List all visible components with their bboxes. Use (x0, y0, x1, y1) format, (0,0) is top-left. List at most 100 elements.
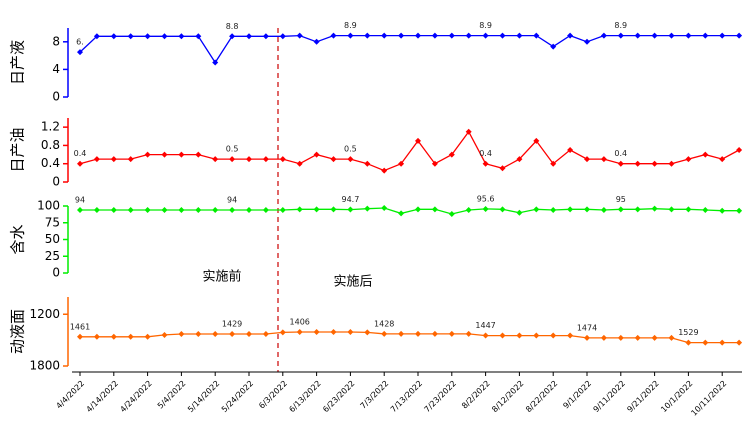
marker (229, 207, 236, 214)
marker (246, 207, 252, 214)
marker (144, 151, 151, 158)
marker (398, 210, 405, 217)
marker (448, 211, 455, 218)
marker (499, 206, 506, 213)
marker (651, 334, 658, 341)
marker (617, 206, 624, 213)
x-tick-label: 9/21/2022 (625, 379, 660, 414)
marker (178, 33, 185, 40)
marker (533, 206, 540, 213)
marker (702, 207, 709, 214)
marker (398, 32, 405, 39)
series-line (80, 207, 740, 215)
y-tick-label: 100 (37, 199, 60, 213)
marker (364, 329, 371, 336)
marker (685, 156, 692, 163)
x-tick-label: 6/13/2022 (287, 379, 322, 414)
note: 实施后 (333, 275, 372, 290)
marker (482, 32, 489, 39)
marker (448, 151, 455, 158)
marker (110, 156, 117, 163)
marker (212, 59, 219, 66)
series-line (80, 331, 740, 344)
marker (533, 137, 540, 144)
marker (313, 151, 320, 158)
y-tick-label: 0 (52, 266, 60, 280)
y-axis-label: 含水 (9, 224, 27, 254)
y-tick-label: 4 (52, 62, 60, 76)
y-axis-label: 日产液 (9, 40, 27, 85)
marker (448, 32, 455, 39)
marker (550, 160, 557, 167)
marker (262, 207, 269, 214)
marker (482, 205, 489, 212)
y-axis-label: 动液面 (9, 309, 27, 354)
marker (279, 207, 286, 214)
marker (719, 32, 726, 39)
y-tick-label: 0.4 (41, 156, 60, 170)
marker (415, 206, 421, 213)
marker (499, 165, 506, 172)
marker (567, 147, 574, 153)
y-tick-label: 50 (45, 232, 60, 246)
value-label: 6. (76, 38, 84, 47)
y-tick-label: 1200 (29, 307, 60, 321)
series-line (79, 130, 740, 172)
marker (212, 156, 219, 163)
marker (617, 334, 624, 341)
marker (262, 156, 269, 163)
y-tick-label: 0 (52, 90, 60, 104)
value-label: 94 (75, 196, 85, 205)
marker (161, 331, 168, 338)
marker (533, 32, 540, 39)
marker (144, 207, 151, 214)
x-tick-label: 5/4/2022 (156, 379, 188, 411)
x-tick-label: 6/23/2022 (321, 379, 356, 414)
marker (296, 206, 303, 213)
marker (431, 206, 438, 213)
marker (381, 205, 388, 212)
marker (313, 329, 320, 336)
y-tick-label: 0.8 (41, 138, 60, 152)
marker (93, 156, 100, 163)
marker (330, 156, 337, 163)
value-label: 94 (227, 196, 237, 205)
marker (685, 206, 692, 213)
marker (246, 331, 252, 338)
marker (465, 207, 472, 214)
x-tick-label: 9/1/2022 (561, 379, 593, 411)
marker (736, 147, 743, 153)
marker (550, 332, 557, 339)
x-tick-label: 6/3/2022 (257, 379, 289, 411)
marker (617, 32, 624, 39)
marker (347, 156, 354, 163)
marker (600, 207, 607, 214)
marker (685, 32, 692, 39)
value-label: 95.6 (477, 194, 495, 203)
marker (381, 330, 388, 337)
marker (719, 207, 726, 214)
marker (127, 33, 134, 40)
marker (668, 206, 675, 213)
marker (127, 333, 134, 340)
marker (600, 156, 607, 163)
y-tick-label: 1.2 (41, 120, 60, 134)
marker (736, 32, 743, 39)
marker (279, 329, 286, 336)
marker (127, 156, 134, 163)
marker (347, 329, 354, 336)
marker (516, 332, 523, 339)
value-label: 0.5 (344, 145, 357, 154)
y-tick-label: 8 (52, 34, 60, 48)
marker (93, 333, 100, 340)
marker (668, 160, 675, 167)
marker (651, 32, 658, 39)
y-axis-label: 日产油 (9, 127, 27, 172)
marker (77, 207, 83, 214)
marker (262, 331, 269, 338)
marker (736, 207, 743, 214)
marker (347, 206, 354, 213)
marker (178, 207, 185, 214)
marker (567, 206, 574, 213)
marker (651, 160, 658, 167)
